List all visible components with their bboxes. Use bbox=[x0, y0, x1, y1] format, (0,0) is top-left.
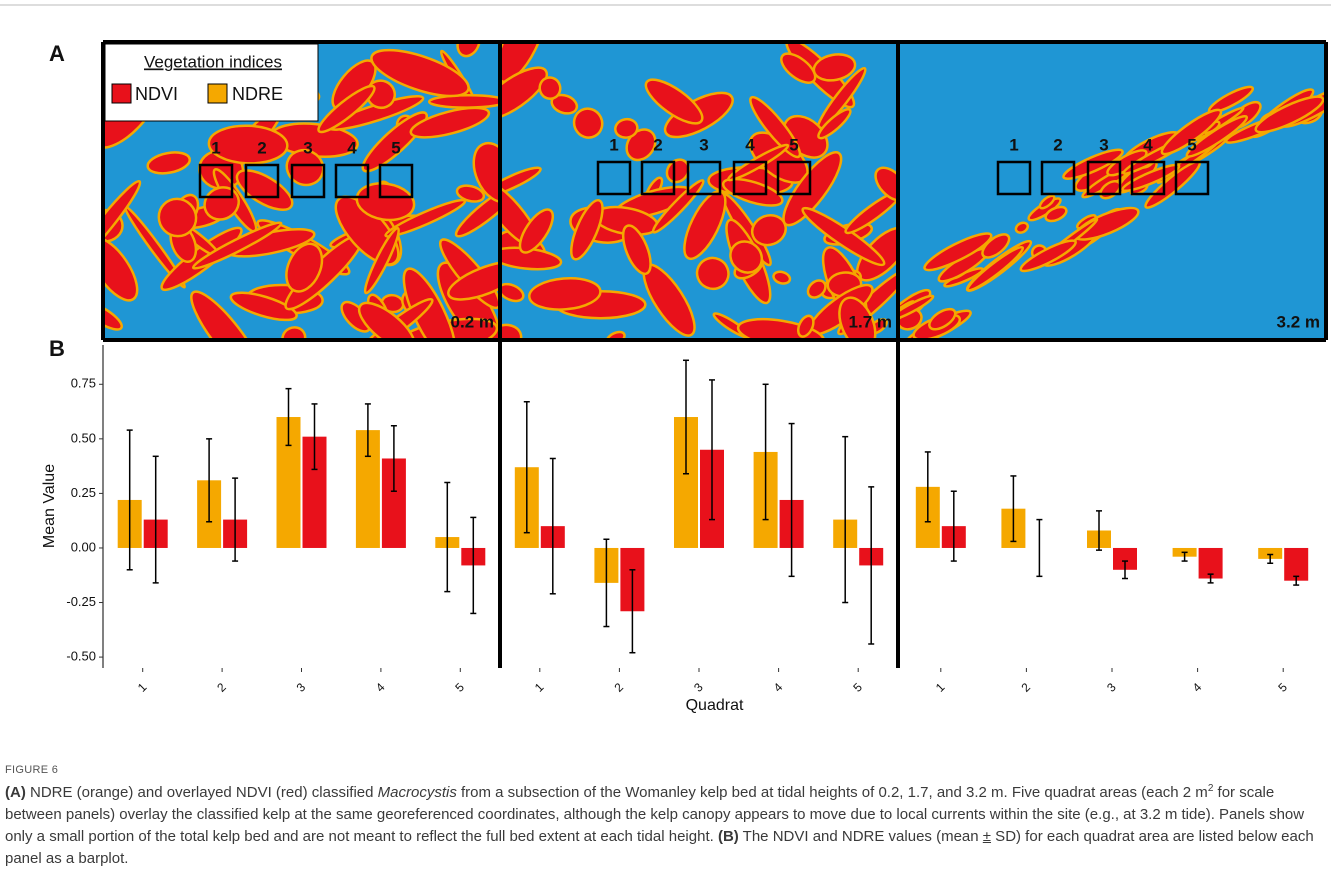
x-tick-label: 3 bbox=[1104, 680, 1119, 695]
quadrat-label: 4 bbox=[1143, 135, 1153, 154]
y-tick-label: 0.25 bbox=[71, 485, 96, 500]
tide-label: 3.2 m bbox=[1277, 312, 1320, 331]
x-tick-label: 4 bbox=[771, 680, 786, 695]
map-panel: 1 2 3 4 5 1.7 m bbox=[472, 0, 917, 355]
legend-label: NDVI bbox=[135, 84, 178, 104]
y-tick-label: -0.25 bbox=[66, 594, 96, 609]
quadrat-label: 1 bbox=[1009, 135, 1018, 154]
x-tick-label: 1 bbox=[933, 680, 948, 695]
x-tick-label: 3 bbox=[294, 680, 309, 695]
kelp bbox=[429, 95, 506, 108]
caption-text: ± bbox=[983, 828, 991, 845]
panel-label: B bbox=[49, 336, 65, 361]
legend-title: Vegetation indices bbox=[144, 52, 282, 71]
quadrat-label: 4 bbox=[347, 138, 357, 157]
y-axis-label: Mean Value bbox=[41, 464, 58, 548]
x-tick-label: 4 bbox=[373, 680, 388, 695]
y-tick-label: -0.50 bbox=[66, 649, 96, 664]
figure-label: FIGURE 6 bbox=[5, 764, 58, 776]
legend-swatch bbox=[208, 84, 227, 103]
quadrat-label: 1 bbox=[609, 135, 618, 154]
quadrat-label: 3 bbox=[1099, 135, 1108, 154]
figure-page: 1 2 3 4 5 0.2 m 1 2 3 4 5 1.7 m 1 2 3 4 5 3.2 m NDVI NDRE Ve… bbox=[0, 0, 1331, 868]
maps: 1 2 3 4 5 0.2 m 1 2 3 4 5 1.7 m 1 2 3 4 5 3.2 m NDVI NDRE Ve… bbox=[68, 0, 1331, 388]
caption-text: from a subsection of the Womanley kelp b… bbox=[457, 784, 1208, 801]
caption-text: (B) bbox=[718, 828, 739, 845]
quadrat-label: 2 bbox=[257, 138, 266, 157]
panel-label: A bbox=[49, 41, 65, 66]
x-tick-label: 3 bbox=[691, 680, 706, 695]
y-tick-label: 0.00 bbox=[71, 539, 96, 554]
x-tick-label: 4 bbox=[1190, 680, 1205, 695]
quadrat-label: 5 bbox=[1187, 135, 1196, 154]
quadrat-label: 1 bbox=[211, 138, 220, 157]
tide-label: 1.7 m bbox=[849, 312, 892, 331]
caption-text: NDRE (orange) and overlayed NDVI (red) c… bbox=[26, 784, 378, 801]
x-tick-label: 5 bbox=[452, 680, 467, 695]
figure: 1 2 3 4 5 0.2 m 1 2 3 4 5 1.7 m 1 2 3 4 5 3.2 m NDVI NDRE Ve… bbox=[0, 0, 1331, 760]
legend-swatch bbox=[112, 84, 131, 103]
caption-text: Macrocystis bbox=[378, 784, 457, 801]
quadrat-label: 5 bbox=[391, 138, 400, 157]
caption-text: The NDVI and NDRE values (mean bbox=[739, 828, 983, 845]
y-tick-label: 0.75 bbox=[71, 376, 96, 391]
x-tick-label: 5 bbox=[850, 680, 865, 695]
x-tick-label: 2 bbox=[1019, 680, 1034, 695]
x-axis-label: Quadrat bbox=[686, 697, 744, 714]
tide-label: 0.2 m bbox=[451, 312, 494, 331]
quadrat-label: 3 bbox=[303, 138, 312, 157]
quadrat-label: 3 bbox=[699, 135, 708, 154]
quadrat-label: 4 bbox=[745, 135, 755, 154]
y-tick-label: 0.50 bbox=[71, 430, 96, 445]
quadrat-label: 5 bbox=[789, 135, 798, 154]
x-tick-label: 2 bbox=[612, 680, 627, 695]
x-tick-label: 1 bbox=[532, 680, 547, 695]
quadrat-label: 2 bbox=[653, 135, 662, 154]
map-panel: 1 2 3 4 5 3.2 m bbox=[850, 42, 1331, 355]
x-tick-label: 1 bbox=[135, 680, 150, 695]
legend-label: NDRE bbox=[232, 84, 283, 104]
page: body { margin: 0; width: 1331px; height:… bbox=[0, 0, 1331, 868]
x-tick-label: 5 bbox=[1275, 680, 1290, 695]
caption-text: (A) bbox=[5, 784, 26, 801]
quadrat-label: 2 bbox=[1053, 135, 1062, 154]
caption: (A) NDRE (orange) and overlayed NDVI (re… bbox=[5, 778, 1323, 870]
x-tick-label: 2 bbox=[214, 680, 229, 695]
